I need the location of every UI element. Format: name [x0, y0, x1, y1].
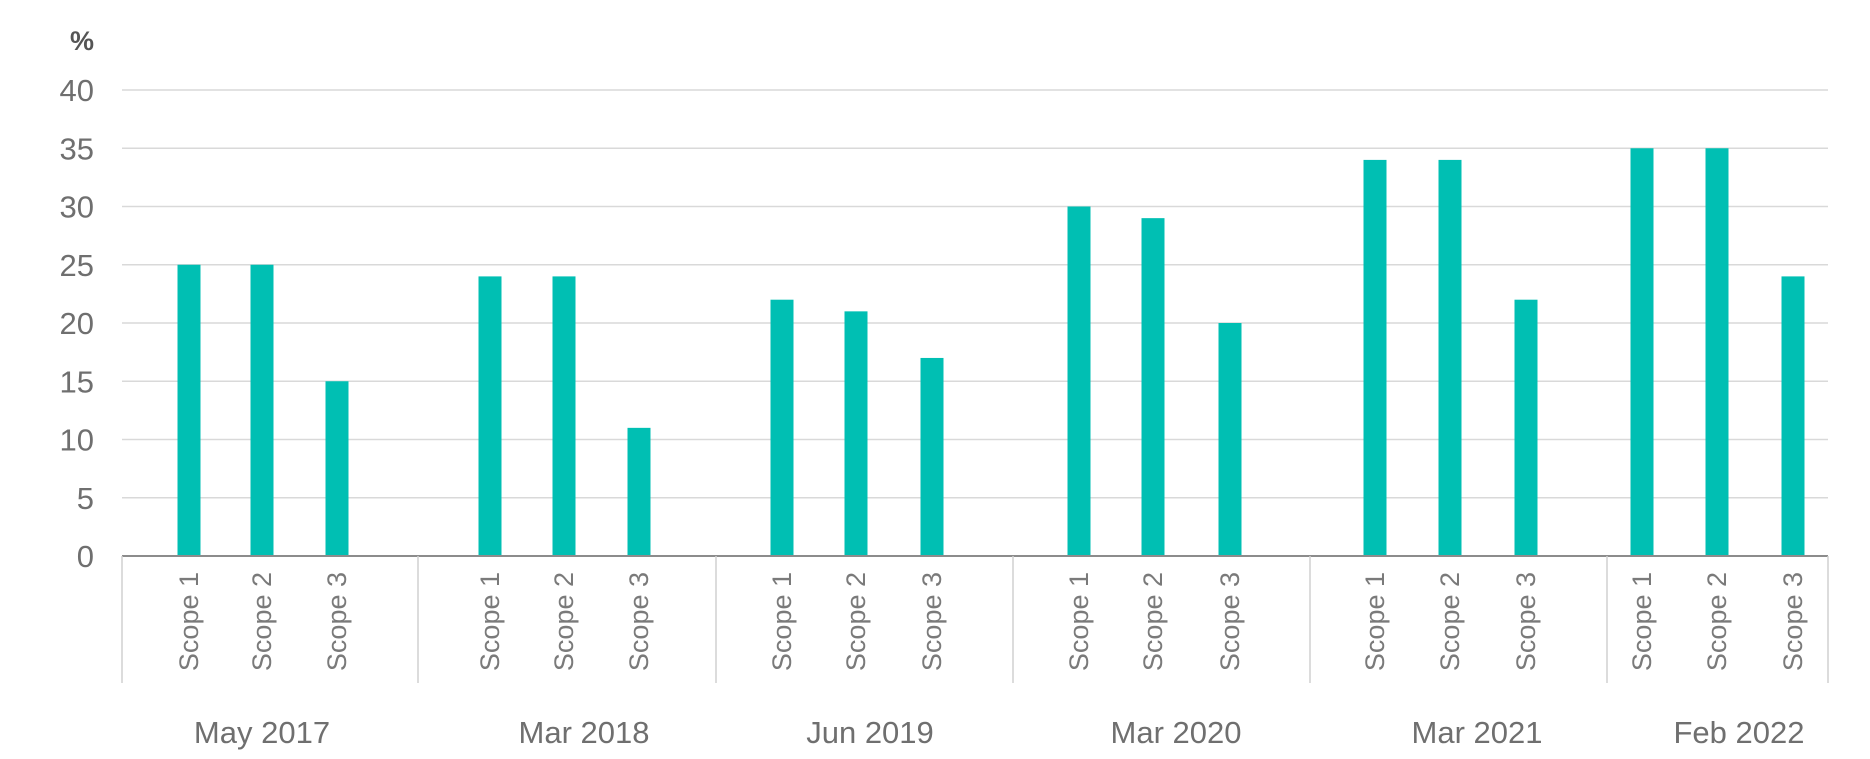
- y-tick-label: 25: [60, 248, 94, 283]
- bar: [1363, 159, 1387, 556]
- bar: [325, 381, 349, 556]
- x-group-label: May 2017: [194, 715, 330, 750]
- bar: [1141, 218, 1165, 556]
- x-group-label: Mar 2018: [519, 715, 650, 750]
- x-group-label: Feb 2022: [1674, 715, 1805, 750]
- x-category-label: Scope 2: [841, 572, 871, 671]
- x-category-label: Scope 3: [624, 572, 654, 671]
- bar: [1438, 159, 1462, 556]
- x-category-label: Scope 3: [1511, 572, 1541, 671]
- bar: [1218, 323, 1242, 556]
- x-category-label: Scope 1: [174, 572, 204, 671]
- x-category-label: Scope 1: [1064, 572, 1094, 671]
- x-category-label: Scope 1: [1360, 572, 1390, 671]
- x-category-label: Scope 1: [1627, 572, 1657, 671]
- y-tick-label: 0: [77, 539, 94, 574]
- y-tick-label: 40: [60, 73, 94, 108]
- bar: [478, 276, 502, 556]
- bars: [177, 148, 1805, 556]
- x-category-label: Scope 2: [549, 572, 579, 671]
- axes: 0 5 10 15 20 25 30 35 40 Scope 1 Scope 2 Scope 3 May…: [60, 73, 1829, 750]
- bar: [627, 427, 651, 556]
- y-tick-label: 35: [60, 131, 94, 166]
- x-category-label: Scope 1: [475, 572, 505, 671]
- x-category-label: Scope 2: [247, 572, 277, 671]
- bar: [1705, 148, 1729, 556]
- y-tick-label: 30: [60, 190, 94, 225]
- bar: [1067, 206, 1091, 556]
- x-category-label: Scope 3: [322, 572, 352, 671]
- bar: [920, 357, 944, 556]
- bar: [1781, 276, 1805, 556]
- bar: [250, 264, 274, 556]
- bar: [552, 276, 576, 556]
- x-group-label: Jun 2019: [806, 715, 934, 750]
- bar: [770, 299, 794, 556]
- y-tick-label: 15: [60, 364, 94, 399]
- bar: [177, 264, 201, 556]
- y-axis-unit-label: %: [70, 26, 94, 56]
- gridlines: [122, 89, 1828, 499]
- x-category-label: Scope 2: [1138, 572, 1168, 671]
- x-category-label: Scope 1: [767, 572, 797, 671]
- bar: [1514, 299, 1538, 556]
- bar: [844, 311, 868, 556]
- x-category-label: Scope 3: [1778, 572, 1808, 671]
- x-category-label: Scope 2: [1702, 572, 1732, 671]
- x-category-label: Scope 3: [1215, 572, 1245, 671]
- x-group-label: Mar 2020: [1111, 715, 1242, 750]
- x-category-label: Scope 3: [917, 572, 947, 671]
- x-category-label: Scope 2: [1435, 572, 1465, 671]
- y-tick-label: 10: [60, 423, 94, 458]
- y-tick-label: 5: [77, 481, 94, 516]
- y-tick-label: 20: [60, 306, 94, 341]
- bar: [1630, 148, 1654, 556]
- x-group-label: Mar 2021: [1412, 715, 1543, 750]
